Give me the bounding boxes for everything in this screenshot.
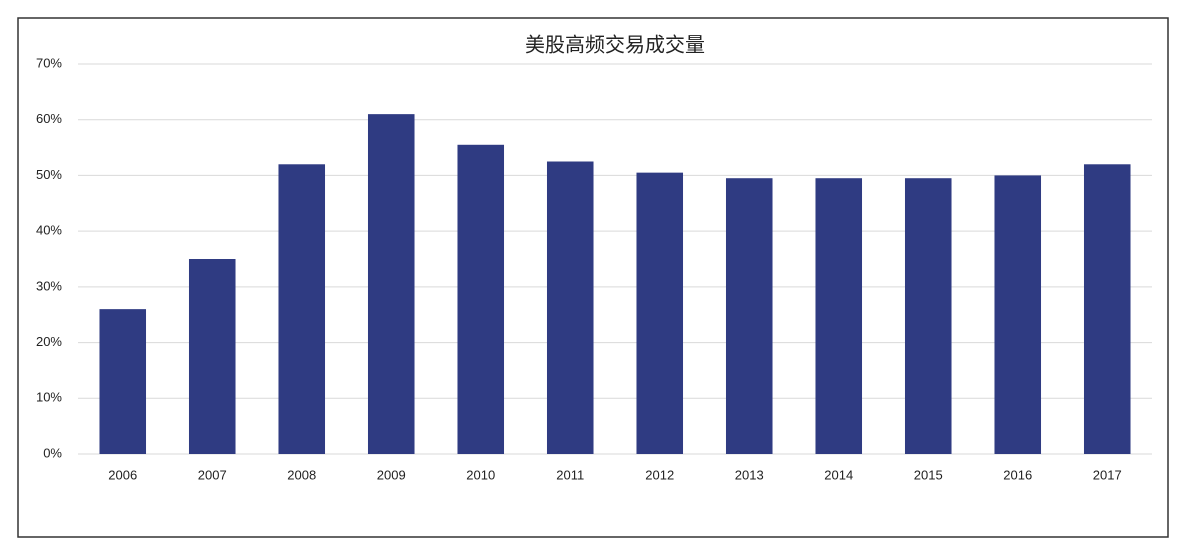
bar (367, 114, 415, 455)
x-tick-label: 2012 (645, 467, 674, 482)
bar (904, 178, 952, 454)
y-tick-label: 50% (36, 167, 62, 182)
bar (815, 178, 863, 454)
bar (457, 144, 505, 455)
y-tick-label: 70% (36, 55, 62, 70)
y-tick-label: 10% (36, 390, 62, 405)
bar (99, 309, 147, 454)
x-tick-label: 2017 (1093, 467, 1122, 482)
x-tick-label: 2015 (914, 467, 943, 482)
bar (994, 175, 1042, 454)
x-tick-label: 2011 (556, 467, 584, 482)
bar (1083, 164, 1131, 455)
y-tick-label: 60% (36, 111, 62, 126)
y-tick-label: 30% (36, 278, 62, 293)
x-tick-label: 2008 (287, 467, 316, 482)
x-tick-label: 2010 (466, 467, 495, 482)
bar (636, 172, 684, 454)
y-tick-label: 20% (36, 334, 62, 349)
y-tick-label: 40% (36, 223, 62, 238)
x-tick-label: 2016 (1003, 467, 1032, 482)
x-tick-label: 2007 (198, 467, 227, 482)
y-tick-label: 0% (43, 445, 62, 460)
bar (725, 178, 773, 454)
bar (546, 161, 594, 454)
x-tick-label: 2013 (735, 467, 764, 482)
x-tick-label: 2014 (824, 467, 853, 482)
x-tick-label: 2006 (108, 467, 137, 482)
bar (188, 259, 236, 454)
x-tick-label: 2009 (377, 467, 406, 482)
bar (278, 164, 326, 455)
chart-title: 美股高频交易成交量 (525, 33, 705, 56)
